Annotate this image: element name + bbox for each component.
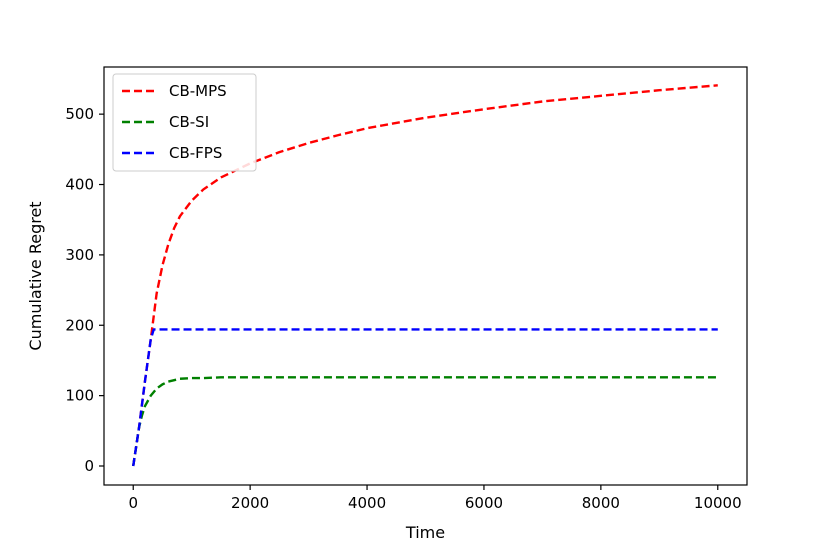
series-line-cb-fps xyxy=(132,328,718,467)
y-tick-label: 400 xyxy=(65,176,94,194)
legend-box xyxy=(112,73,257,172)
y-axis-ticks: 0 100 200 300 400 500 xyxy=(65,105,104,475)
legend-label: CB-MPS xyxy=(169,82,227,100)
x-tick-label: 8000 xyxy=(582,494,620,512)
axes-frame xyxy=(103,66,748,486)
x-tick-label: 2000 xyxy=(231,494,269,512)
x-tick-label: 4000 xyxy=(348,494,386,512)
series-line-cb-mps xyxy=(132,84,718,467)
legend-label: CB-SI xyxy=(169,113,209,131)
y-tick-label: 300 xyxy=(65,246,94,264)
y-tick-label: 200 xyxy=(65,316,94,334)
y-tick-label: 100 xyxy=(65,387,94,405)
legend-entry-cb-si: CB-SI xyxy=(122,113,209,131)
x-tick-label: 6000 xyxy=(465,494,503,512)
series-layer xyxy=(132,84,718,467)
x-tick-label: 0 xyxy=(128,494,138,512)
series-line-cb-si xyxy=(132,376,718,467)
x-axis-label: Time xyxy=(405,523,445,542)
legend: CB-MPS CB-SI CB-FPS xyxy=(112,73,257,172)
legend-entry-cb-fps: CB-FPS xyxy=(122,144,222,162)
y-tick-label: 500 xyxy=(65,105,94,123)
legend-entry-cb-mps: CB-MPS xyxy=(122,82,227,100)
y-axis-label: Cumulative Regret xyxy=(26,201,45,350)
y-tick-label: 0 xyxy=(84,457,94,475)
x-tick-label: 10000 xyxy=(694,494,742,512)
legend-label: CB-FPS xyxy=(169,144,222,162)
x-axis-ticks: 0 2000 4000 6000 8000 10000 xyxy=(128,485,742,512)
